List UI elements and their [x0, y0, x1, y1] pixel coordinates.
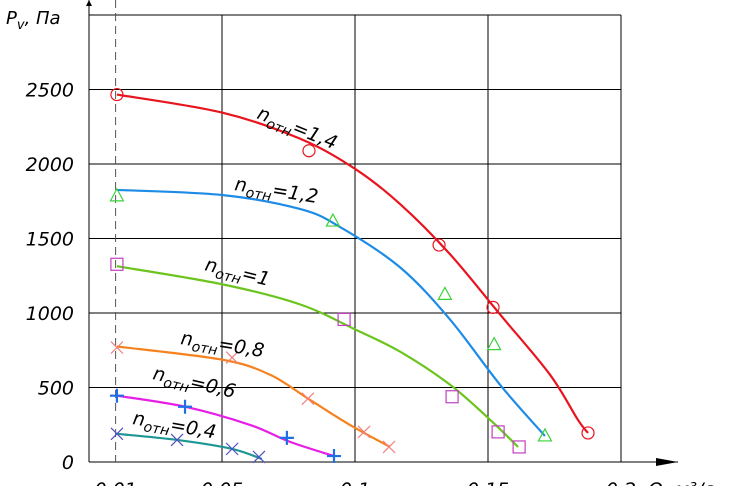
- marker-shape: [225, 351, 239, 364]
- marker: [486, 336, 502, 351]
- marker-shape: [512, 440, 526, 454]
- x-tick-label: 0,2: [606, 479, 636, 486]
- y-tick-label: 2500: [26, 80, 74, 102]
- marker-shape: [382, 440, 396, 454]
- marker: [437, 286, 453, 300]
- marker-shape: [537, 427, 553, 442]
- marker: [537, 427, 553, 442]
- curve: [116, 432, 263, 461]
- marker: [491, 425, 505, 439]
- marker: [109, 388, 124, 403]
- marker: [110, 87, 124, 102]
- label-value: =0,6: [188, 371, 238, 403]
- marker: [486, 300, 500, 314]
- marker: [581, 426, 595, 440]
- x-tick-label: 0,15: [467, 479, 509, 486]
- marker: [225, 442, 239, 456]
- y-axis-arrow: [86, 0, 92, 6]
- marker: [382, 440, 396, 454]
- label-sub: отн: [142, 419, 170, 439]
- curve-label: nотн=1,2: [233, 173, 320, 212]
- marker-shape: [110, 87, 124, 102]
- label-sub: отн: [162, 375, 191, 396]
- curve-label: nотн=0,6: [150, 362, 238, 406]
- y-tick-label: 1000: [26, 303, 74, 325]
- y-tick-label: 1500: [26, 229, 74, 251]
- x-tick-label: 0,05: [201, 479, 243, 486]
- curve-label: nотн=1,4: [253, 102, 341, 158]
- marker: [225, 351, 239, 364]
- marker: [357, 425, 371, 439]
- x-tick-label: 0,1: [340, 479, 370, 486]
- label-n: n: [203, 254, 220, 278]
- marker-shape: [325, 212, 341, 227]
- marker-shape: [581, 426, 595, 440]
- curve: [116, 265, 519, 448]
- marker-shape: [170, 433, 184, 447]
- marker-shape: [225, 442, 239, 456]
- marker-shape: [110, 341, 124, 354]
- label-value: =1: [240, 263, 273, 291]
- label-sub: отн: [244, 185, 272, 205]
- marker-shape: [178, 399, 193, 414]
- marker-shape: [432, 238, 446, 252]
- marker-shape: [109, 388, 124, 403]
- marker-shape: [491, 425, 505, 439]
- marker: [110, 257, 124, 271]
- marker: [110, 427, 124, 441]
- y-tick-label: 500: [38, 378, 74, 400]
- marker-shape: [326, 449, 341, 464]
- marker: [326, 449, 341, 464]
- y-axis-label: Pv, Па: [6, 8, 61, 33]
- marker-shape: [337, 312, 351, 327]
- marker-shape: [486, 300, 500, 314]
- marker: [178, 399, 193, 414]
- marker: [170, 433, 184, 447]
- marker-shape: [109, 187, 125, 202]
- x-axis-arrow: [656, 458, 678, 466]
- label-sub: отн: [214, 266, 243, 288]
- label-sub: отн: [190, 339, 218, 359]
- label-sub: отн: [264, 116, 294, 141]
- marker: [432, 238, 446, 252]
- curve: [116, 188, 546, 437]
- marker-shape: [486, 336, 502, 351]
- marker: [512, 440, 526, 454]
- marker-shape: [301, 392, 315, 406]
- marker-shape: [445, 390, 459, 404]
- x-axis-label: Q, м³/с: [648, 479, 714, 486]
- label-n: n: [179, 327, 194, 351]
- marker: [337, 312, 351, 327]
- label-n: n: [151, 362, 168, 386]
- marker-shape: [437, 286, 453, 300]
- marker-shape: [279, 430, 294, 445]
- marker: [252, 450, 266, 464]
- marker-shape: [110, 427, 124, 441]
- label-value: =0,8: [217, 333, 266, 362]
- curve: [116, 345, 391, 448]
- curve: [116, 394, 335, 458]
- marker-shape: [110, 257, 124, 271]
- marker: [325, 212, 341, 227]
- curve-label: nотн=0,4: [130, 407, 217, 447]
- marker: [445, 390, 459, 404]
- marker-shape: [252, 450, 266, 464]
- y-tick-label: 0: [62, 452, 74, 474]
- x-tick-label: 0,01: [94, 479, 136, 486]
- curve: [116, 93, 589, 434]
- marker: [109, 187, 125, 202]
- marker-shape: [302, 144, 316, 158]
- label-n: n: [233, 173, 248, 197]
- marker-shape: [357, 425, 371, 439]
- marker: [279, 430, 294, 445]
- marker: [301, 392, 315, 406]
- y-tick-label: 2000: [26, 154, 74, 176]
- marker: [110, 341, 124, 354]
- label-n: n: [131, 407, 147, 431]
- marker: [302, 144, 316, 158]
